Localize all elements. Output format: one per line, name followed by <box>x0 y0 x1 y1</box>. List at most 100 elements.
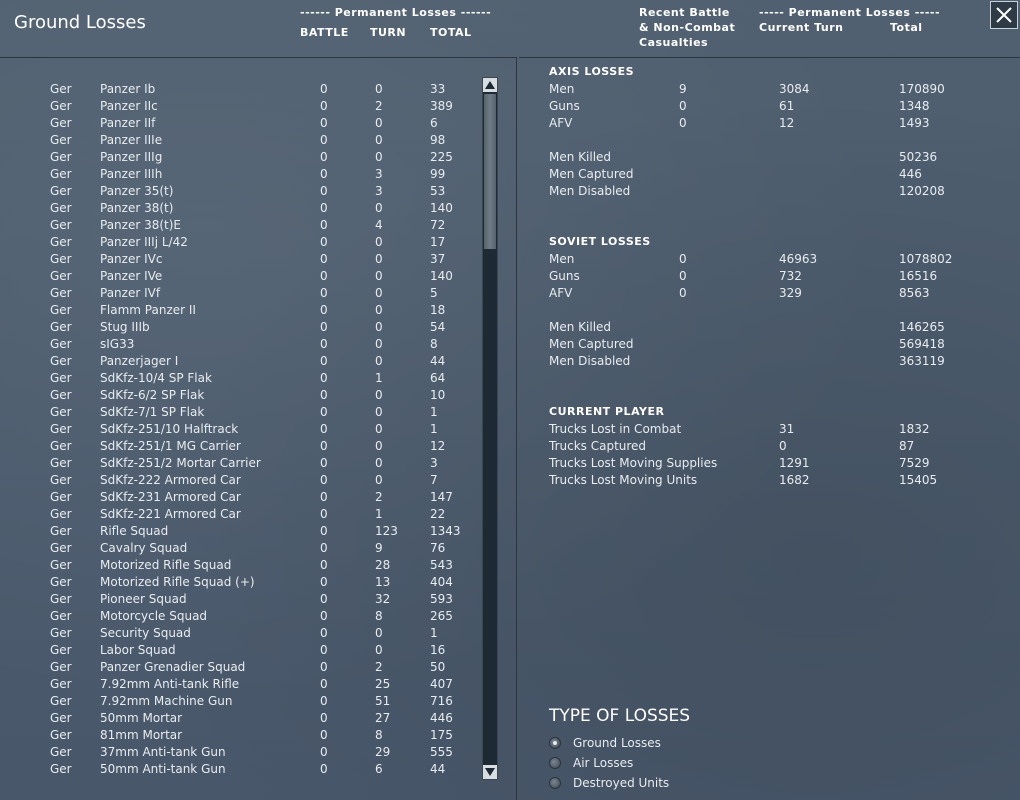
table-row[interactable]: Ger Panzer IIIg 0 0 225 <box>0 149 480 166</box>
table-row[interactable]: Ger Panzer IIIj L/42 0 0 17 <box>0 234 480 251</box>
table-row[interactable]: Ger Stug IIIb 0 0 54 <box>0 319 480 336</box>
unit-battle-losses: 0 <box>320 405 328 419</box>
unit-total-losses: 10 <box>430 388 446 402</box>
unit-turn-losses: 8 <box>375 609 383 623</box>
summary-panel <box>519 57 1020 800</box>
table-row[interactable]: Ger SdKfz-222 Armored Car 0 0 7 <box>0 472 480 489</box>
unit-name: Stug IIIb <box>100 320 150 334</box>
unit-name: 50mm Anti-tank Gun <box>100 762 226 776</box>
radio-button-icon[interactable] <box>549 777 561 789</box>
table-row[interactable]: Ger 50mm Mortar 0 27 446 <box>0 710 480 727</box>
loss-type-option[interactable]: Air Losses <box>549 753 633 773</box>
unit-battle-losses: 0 <box>320 473 328 487</box>
table-row[interactable]: Ger Security Squad 0 0 1 <box>0 625 480 642</box>
table-row[interactable]: Ger sIG33 0 0 8 <box>0 336 480 353</box>
table-row[interactable]: Ger Panzer IIf 0 0 6 <box>0 115 480 132</box>
unit-nation: Ger <box>50 150 72 164</box>
turn-value: 12 <box>779 116 795 130</box>
unit-total-losses: 1 <box>430 405 438 419</box>
unit-name: SdKfz-10/4 SP Flak <box>100 371 212 385</box>
unit-battle-losses: 0 <box>320 626 328 640</box>
table-row[interactable]: Ger Panzer 35(t) 0 3 53 <box>0 183 480 200</box>
table-row[interactable]: Ger Labor Squad 0 0 16 <box>0 642 480 659</box>
recent-value: 0 <box>679 252 687 266</box>
total-value: 1493 <box>899 116 930 130</box>
unit-battle-losses: 0 <box>320 371 328 385</box>
radio-button-icon[interactable] <box>549 737 561 749</box>
turn-value: 31 <box>779 422 795 436</box>
table-row[interactable]: Ger 81mm Mortar 0 8 175 <box>0 727 480 744</box>
table-row[interactable]: Ger Panzer IIc 0 2 389 <box>0 98 480 115</box>
recent-value: 9 <box>679 82 687 96</box>
table-row[interactable]: Ger Panzer IIIh 0 3 99 <box>0 166 480 183</box>
unit-nation: Ger <box>50 184 72 198</box>
unit-turn-losses: 32 <box>375 592 391 606</box>
summary-row: Trucks Lost Moving Supplies 1291 7529 <box>549 455 1020 472</box>
table-row[interactable]: Ger Panzerjager I 0 0 44 <box>0 353 480 370</box>
unit-total-losses: 389 <box>430 99 453 113</box>
table-row[interactable]: Ger SdKfz-251/2 Mortar Carrier 0 0 3 <box>0 455 480 472</box>
table-row[interactable]: Ger SdKfz-7/1 SP Flak 0 0 1 <box>0 404 480 421</box>
table-row[interactable]: Ger Flamm Panzer II 0 0 18 <box>0 302 480 319</box>
unit-battle-losses: 0 <box>320 728 328 742</box>
table-row[interactable]: Ger Panzer Grenadier Squad 0 2 50 <box>0 659 480 676</box>
table-row[interactable]: Ger SdKfz-231 Armored Car 0 2 147 <box>0 489 480 506</box>
table-row[interactable]: Ger SdKfz-10/4 SP Flak 0 1 64 <box>0 370 480 387</box>
table-row[interactable]: Ger 37mm Anti-tank Gun 0 29 555 <box>0 744 480 761</box>
scroll-thumb[interactable] <box>484 94 496 249</box>
unit-battle-losses: 0 <box>320 660 328 674</box>
table-row[interactable]: Ger SdKfz-6/2 SP Flak 0 0 10 <box>0 387 480 404</box>
unit-total-losses: 147 <box>430 490 453 504</box>
table-row[interactable]: Ger Panzer 38(t) 0 0 140 <box>0 200 480 217</box>
unit-total-losses: 446 <box>430 711 453 725</box>
recent-value: 0 <box>679 116 687 130</box>
soviet-losses-title: SOVIET LOSSES <box>549 235 651 248</box>
unit-name: SdKfz-221 Armored Car <box>100 507 241 521</box>
table-row[interactable]: Ger Rifle Squad 0 123 1343 <box>0 523 480 540</box>
unit-name: Panzer 38(t)E <box>100 218 182 232</box>
loss-type-option[interactable]: Ground Losses <box>549 733 661 753</box>
total-value: 8563 <box>899 286 930 300</box>
table-row[interactable]: Ger Motorized Rifle Squad (+) 0 13 404 <box>0 574 480 591</box>
unit-battle-losses: 0 <box>320 524 328 538</box>
scroll-up-button[interactable] <box>483 78 497 92</box>
unit-turn-losses: 0 <box>375 405 383 419</box>
table-row[interactable]: Ger SdKfz-251/10 Halftrack 0 0 1 <box>0 421 480 438</box>
scroll-down-button[interactable] <box>483 765 497 779</box>
unit-total-losses: 5 <box>430 286 438 300</box>
loss-type-option[interactable]: Destroyed Units <box>549 773 669 793</box>
turn-value: 0 <box>779 439 787 453</box>
close-button[interactable] <box>990 1 1018 29</box>
table-row[interactable]: Ger Panzer 38(t)E 0 4 72 <box>0 217 480 234</box>
vertical-scrollbar[interactable] <box>482 77 498 780</box>
table-row[interactable]: Ger Panzer IVe 0 0 140 <box>0 268 480 285</box>
table-row[interactable]: Ger Panzer Ib 0 0 33 <box>0 81 480 98</box>
table-row[interactable]: Ger SdKfz-221 Armored Car 0 1 22 <box>0 506 480 523</box>
table-row[interactable]: Ger 50mm Anti-tank Gun 0 6 44 <box>0 761 480 778</box>
table-row[interactable]: Ger 7.92mm Machine Gun 0 51 716 <box>0 693 480 710</box>
unit-battle-losses: 0 <box>320 201 328 215</box>
col-header-current-turn: Current Turn <box>759 21 844 34</box>
unit-nation: Ger <box>50 235 72 249</box>
unit-name: Motorized Rifle Squad (+) <box>100 575 255 589</box>
unit-battle-losses: 0 <box>320 541 328 555</box>
table-row[interactable]: Ger Panzer IVf 0 0 5 <box>0 285 480 302</box>
turn-value: 1291 <box>779 456 810 470</box>
unit-name: Panzer IVe <box>100 269 163 283</box>
table-row[interactable]: Ger Panzer IVc 0 0 37 <box>0 251 480 268</box>
unit-battle-losses: 0 <box>320 116 328 130</box>
total-value: 146265 <box>899 320 945 334</box>
unit-name: SdKfz-231 Armored Car <box>100 490 241 504</box>
unit-turn-losses: 27 <box>375 711 391 725</box>
table-row[interactable]: Ger 7.92mm Anti-tank Rifle 0 25 407 <box>0 676 480 693</box>
close-icon <box>996 7 1012 23</box>
table-row[interactable]: Ger Panzer IIIe 0 0 98 <box>0 132 480 149</box>
unit-turn-losses: 9 <box>375 541 383 555</box>
table-row[interactable]: Ger Motorcycle Squad 0 8 265 <box>0 608 480 625</box>
table-row[interactable]: Ger Pioneer Squad 0 32 593 <box>0 591 480 608</box>
table-row[interactable]: Ger Motorized Rifle Squad 0 28 543 <box>0 557 480 574</box>
row-label: Men <box>549 82 575 96</box>
table-row[interactable]: Ger SdKfz-251/1 MG Carrier 0 0 12 <box>0 438 480 455</box>
radio-button-icon[interactable] <box>549 757 561 769</box>
table-row[interactable]: Ger Cavalry Squad 0 9 76 <box>0 540 480 557</box>
